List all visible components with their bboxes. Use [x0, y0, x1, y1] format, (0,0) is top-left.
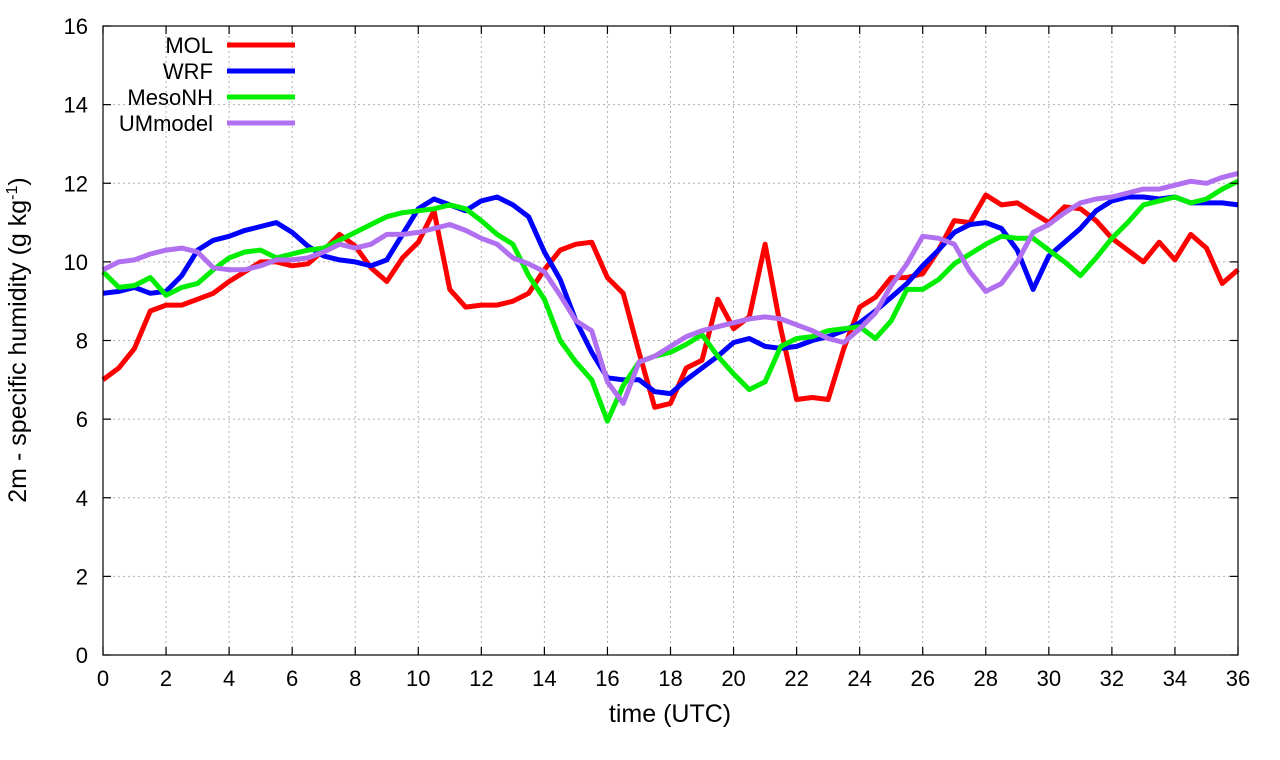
x-tick-label: 36	[1226, 666, 1250, 691]
y-axis-title-main: 2m - specific humidity (g kg	[4, 200, 32, 503]
y-tick-label: 6	[76, 407, 88, 432]
x-tick-label: 32	[1100, 666, 1124, 691]
x-tick-label: 30	[1037, 666, 1061, 691]
x-axis-title: time (UTC)	[609, 700, 731, 728]
x-tick-label: 28	[974, 666, 998, 691]
x-tick-label: 14	[532, 666, 556, 691]
x-tick-label: 2	[160, 666, 172, 691]
y-tick-label: 2	[76, 564, 88, 589]
legend-label-ummodel: UMmodel	[119, 111, 213, 136]
legend-label-mesonh: MesoNH	[127, 85, 213, 110]
x-tick-label: 26	[910, 666, 934, 691]
y-tick-label: 10	[64, 250, 88, 275]
series-line-mesonh	[101, 179, 1240, 424]
y-axis-title: 2m - specific humidity (g kg-1)	[4, 177, 32, 502]
x-tick-label: 10	[406, 666, 430, 691]
y-axis-ticks: 0 2 4 6 8 10 12 14 16	[64, 14, 1238, 668]
y-axis-title-end: )	[4, 177, 32, 185]
x-tick-label: 20	[721, 666, 745, 691]
x-axis-ticks: 0 2 4 6 8 10 12 14 16 18 20 22 24 26 28 30 32 34 36	[97, 26, 1250, 691]
x-tick-label: 8	[349, 666, 361, 691]
y-tick-label: 12	[64, 171, 88, 196]
x-tick-label: 22	[784, 666, 808, 691]
grid-lines	[103, 26, 1238, 655]
x-tick-label: 24	[847, 666, 871, 691]
x-tick-label: 6	[286, 666, 298, 691]
series-lines	[101, 170, 1240, 424]
series-line-ummodel	[101, 170, 1239, 406]
x-tick-label: 34	[1163, 666, 1187, 691]
legend-label-mol: MOL	[165, 33, 213, 58]
x-tick-label: 12	[469, 666, 493, 691]
y-tick-label: 8	[76, 329, 88, 354]
series-line-wrf	[102, 194, 1239, 397]
legend-label-wrf: WRF	[163, 59, 213, 84]
x-tick-label: 18	[658, 666, 682, 691]
x-tick-label: 16	[595, 666, 619, 691]
y-axis-title-superscript: -1	[4, 186, 21, 200]
y-tick-label: 14	[64, 93, 88, 118]
y-tick-label: 0	[76, 643, 88, 668]
x-tick-label: 4	[223, 666, 235, 691]
y-tick-label: 4	[76, 486, 88, 511]
x-tick-label: 0	[97, 666, 109, 691]
y-tick-label: 16	[64, 14, 88, 39]
